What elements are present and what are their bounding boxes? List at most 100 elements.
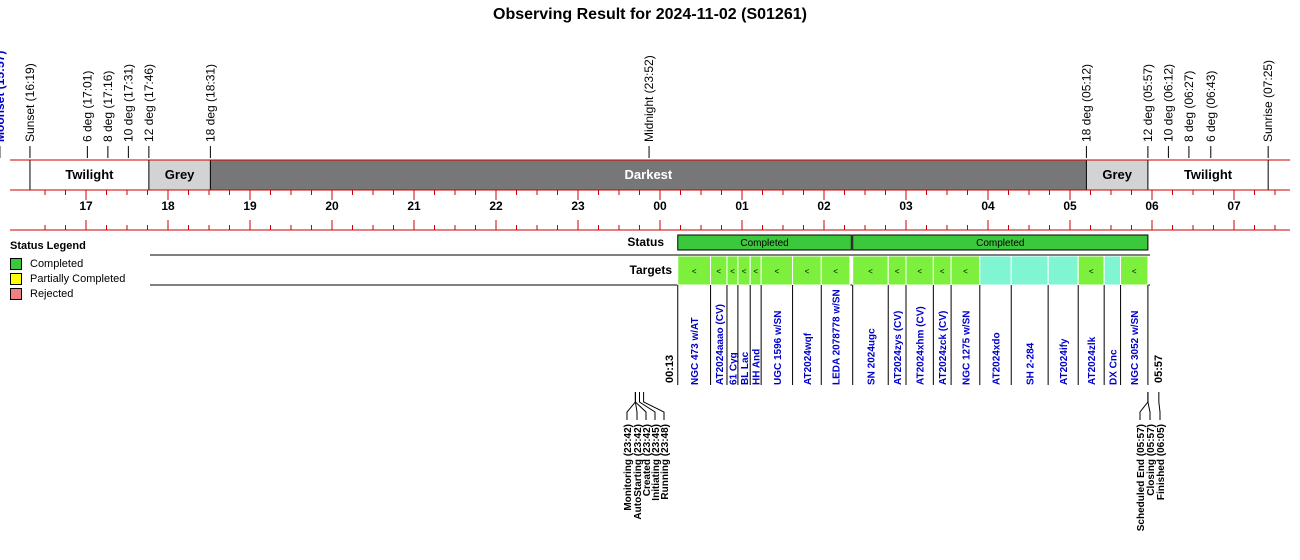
event-connector [639, 392, 656, 420]
event-connector [634, 392, 647, 420]
target-mark: < [692, 267, 697, 276]
target-name: AT2024zlk [1087, 336, 1098, 385]
event-connector [1139, 392, 1149, 420]
legend-item-completed: Completed [10, 256, 125, 271]
target-name: 61 Cyg [728, 352, 739, 385]
target-mark: < [917, 267, 922, 276]
legend-item-partial: Partially Completed [10, 271, 125, 286]
target-block [1010, 255, 1049, 286]
target-name: DX Cnc [1108, 349, 1119, 385]
event-label-top: 10 deg (17:31) [121, 64, 135, 142]
hour-label: 20 [325, 199, 339, 213]
event-connector [1158, 392, 1161, 420]
target-name: BL Lac [740, 351, 751, 385]
target-block [1077, 255, 1105, 286]
legend-label-completed: Completed [30, 257, 84, 270]
legend-label-partial: Partially Completed [30, 272, 126, 285]
legend-swatch-rejected [10, 287, 22, 300]
event-connector [1147, 392, 1151, 420]
legend-swatch-partial [10, 272, 22, 285]
event-label-top: 12 deg (17:46) [142, 64, 156, 142]
hour-label: 17 [79, 199, 93, 213]
event-label-bottom: Scheduled End (05:57) [1136, 424, 1147, 531]
hour-label: 05 [1063, 199, 1077, 213]
target-name: AT2024wqf [803, 332, 814, 385]
target-name: HH And [752, 349, 763, 385]
status-block [677, 234, 852, 251]
target-mark: < [963, 267, 968, 276]
target-mark: < [895, 267, 900, 276]
hour-label: 02 [817, 199, 831, 213]
target-name: SN 2024ugc [866, 328, 877, 385]
target-mark: < [742, 267, 747, 276]
target-mark: < [753, 267, 758, 276]
target-mark: < [940, 267, 945, 276]
target-name: NGC 1275 w/SN [961, 311, 972, 385]
event-label-bottom: Finished (06:05) [1156, 424, 1167, 500]
status-block-label: Completed [740, 238, 788, 249]
event-label-top: Moonset (15:57) [0, 51, 7, 142]
target-mark: < [868, 267, 873, 276]
hour-label: 23 [571, 199, 585, 213]
target-mark: < [730, 267, 735, 276]
target-mark: < [716, 267, 721, 276]
event-label-bottom: Running (23:48) [660, 424, 671, 500]
event-label-top: Sunrise (07:25) [1261, 60, 1275, 142]
event-connector [626, 392, 636, 420]
band-label: Grey [165, 167, 195, 182]
hour-label: 21 [407, 199, 421, 213]
target-name: AT2024zck (CV) [938, 311, 949, 385]
event-label-top: 6 deg (06:43) [1204, 71, 1218, 142]
hour-label: 06 [1145, 199, 1159, 213]
event-label-top: 6 deg (17:01) [80, 71, 94, 142]
band-grey [1086, 160, 1148, 190]
event-label-bottom: Closing (05:57) [1146, 424, 1157, 496]
legend-title: Status Legend [10, 240, 86, 252]
band-label: Grey [1102, 167, 1132, 182]
status-block-label: Completed [976, 238, 1024, 249]
target-block [1047, 255, 1079, 286]
band-dark [210, 160, 1087, 190]
target-name: UGC 1596 w/SN [773, 311, 784, 385]
band-grey [148, 160, 211, 190]
status-block [852, 234, 1149, 251]
target-name: NGC 3052 w/SN [1130, 311, 1141, 385]
band-white [1147, 160, 1269, 190]
target-mark: < [1132, 267, 1137, 276]
target-block [677, 255, 712, 286]
target-name: AT2024zys (CV) [893, 311, 904, 385]
legend-item-rejected: Rejected [10, 286, 125, 301]
event-label-top: 18 deg (05:12) [1079, 64, 1093, 142]
hour-label: 18 [161, 199, 175, 213]
hour-label: 22 [489, 199, 503, 213]
event-label-bottom: Initiating (23:45) [651, 424, 662, 501]
band-label: Darkest [625, 167, 673, 182]
target-block [979, 255, 1012, 286]
targets-row-label: Targets [630, 263, 673, 277]
target-name: SH 2-284 [1026, 342, 1037, 385]
status-legend: Status Legend Completed Partially Comple… [10, 240, 125, 301]
target-name: NGC 473 w/AT [690, 317, 701, 385]
target-mark: < [805, 267, 810, 276]
hour-label: 01 [735, 199, 749, 213]
hour-label: 04 [981, 199, 995, 213]
hour-label: 00 [653, 199, 667, 213]
event-label-top: 8 deg (17:16) [101, 71, 115, 142]
target-name: AT2024aaao (CV) [715, 304, 726, 385]
band-label: Twilight [65, 167, 114, 182]
target-mark: < [1089, 267, 1094, 276]
hour-label: 19 [243, 199, 257, 213]
event-label-top: 8 deg (06:27) [1182, 71, 1196, 142]
event-label-bottom: Created (23:42) [642, 424, 653, 496]
status-row-label: Status [627, 235, 664, 249]
legend-label-rejected: Rejected [30, 287, 74, 300]
event-label-top: Sunset (16:19) [23, 63, 37, 142]
hour-label: 07 [1227, 199, 1241, 213]
target-name: AT2024xhm (CV) [916, 306, 927, 385]
target-name: AT2024xdo [992, 332, 1003, 385]
event-label-top: Midnight (23:52) [642, 55, 656, 142]
event-connector [643, 392, 665, 420]
target-name: LEDA 2078778 w/SN [832, 289, 843, 385]
